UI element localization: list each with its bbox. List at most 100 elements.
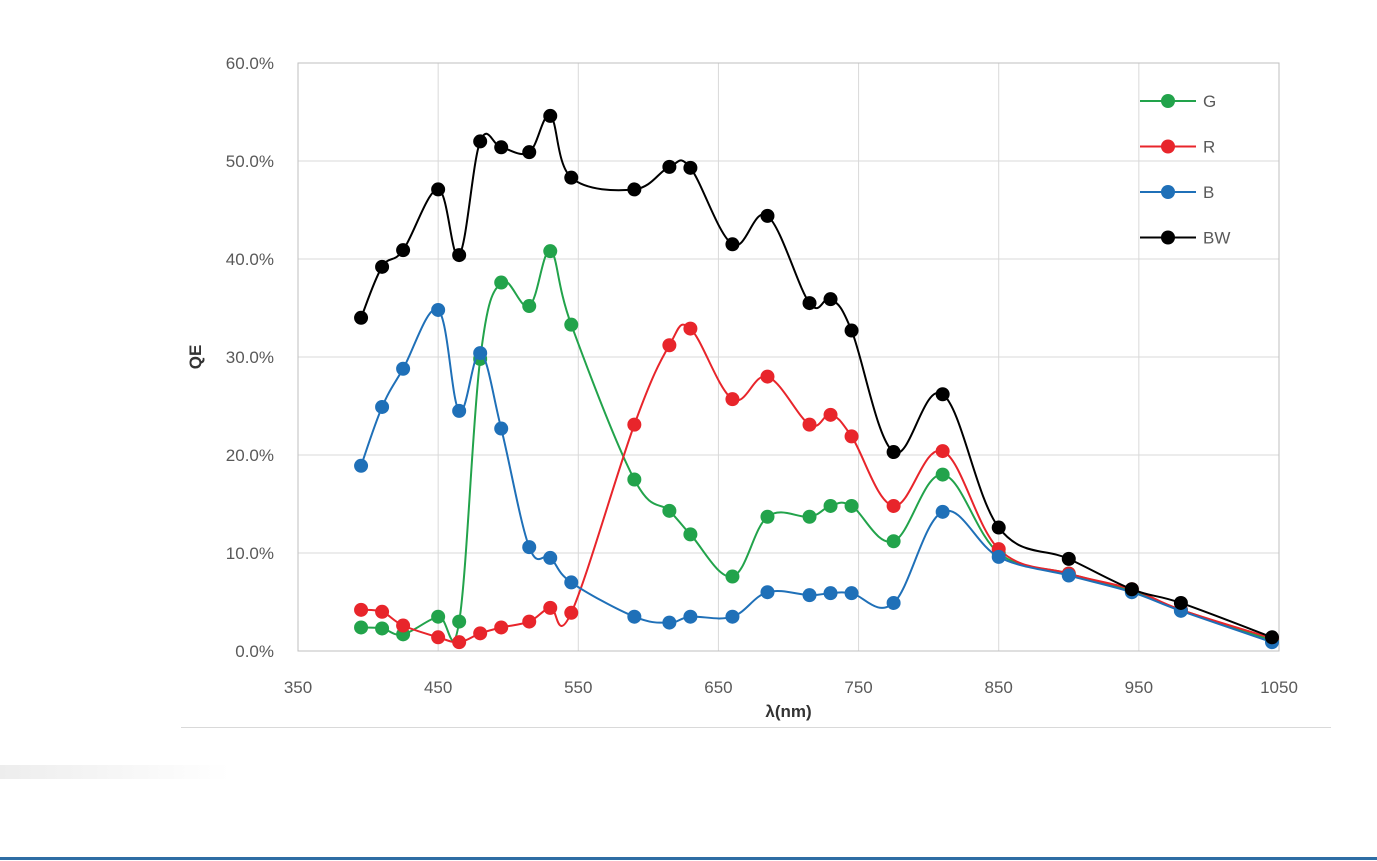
y-tick-label: 10.0% xyxy=(226,544,274,563)
series-g xyxy=(354,244,1279,648)
data-point xyxy=(683,609,698,624)
data-point xyxy=(802,417,817,432)
data-point xyxy=(991,520,1006,535)
data-point xyxy=(354,602,369,617)
data-point xyxy=(522,299,537,314)
x-tick-label: 1050 xyxy=(1260,678,1298,697)
y-tick-label: 50.0% xyxy=(226,152,274,171)
legend-marker xyxy=(1161,139,1175,154)
data-point xyxy=(844,429,859,444)
data-point xyxy=(886,595,901,610)
data-point xyxy=(431,302,446,317)
x-tick-label: 750 xyxy=(844,678,872,697)
data-point xyxy=(662,503,677,518)
y-tick-label: 60.0% xyxy=(226,54,274,73)
data-point xyxy=(354,458,369,473)
data-point xyxy=(683,160,698,175)
data-point xyxy=(886,445,901,460)
data-point xyxy=(725,569,740,584)
data-point xyxy=(844,323,859,338)
series-b xyxy=(354,302,1279,650)
grid-layer xyxy=(297,62,1280,652)
data-point xyxy=(683,527,698,542)
data-point xyxy=(452,248,467,263)
x-tick-label: 550 xyxy=(564,678,592,697)
data-point xyxy=(991,549,1006,564)
data-point xyxy=(396,361,411,376)
axis-layer: 0.0% 10.0% 20.0% 30.0% 40.0% 50.0% 60.0% 350 450… xyxy=(226,54,1298,697)
data-point xyxy=(494,620,509,635)
data-point xyxy=(823,407,838,422)
data-point xyxy=(627,182,642,197)
data-point xyxy=(935,504,950,519)
data-point xyxy=(760,509,775,524)
series-line xyxy=(361,250,1273,642)
x-tick-label: 350 xyxy=(284,678,312,697)
data-point xyxy=(627,609,642,624)
data-point xyxy=(1173,595,1188,610)
data-point xyxy=(1124,582,1139,597)
data-point xyxy=(823,292,838,307)
data-point xyxy=(1061,568,1076,583)
data-point xyxy=(564,605,579,620)
chart-bottom-divider xyxy=(181,727,1331,728)
x-tick-label: 650 xyxy=(704,678,732,697)
x-tick-label: 850 xyxy=(985,678,1013,697)
y-tick-label: 30.0% xyxy=(226,348,274,367)
data-point xyxy=(543,244,558,259)
data-point xyxy=(935,444,950,459)
data-point xyxy=(452,403,467,418)
legend-item-r: R xyxy=(1140,138,1215,157)
data-point xyxy=(543,550,558,565)
data-point xyxy=(543,600,558,615)
data-point xyxy=(802,588,817,603)
data-point xyxy=(844,586,859,601)
data-point xyxy=(662,338,677,353)
data-point xyxy=(802,509,817,524)
page-bottom-rule xyxy=(0,857,1377,860)
data-point xyxy=(725,237,740,252)
data-point xyxy=(935,467,950,482)
x-tick-label: 450 xyxy=(424,678,452,697)
data-point xyxy=(396,243,411,258)
series-r xyxy=(354,321,1279,650)
data-point xyxy=(935,387,950,402)
legend-marker xyxy=(1161,185,1175,199)
data-point xyxy=(473,346,488,361)
data-point xyxy=(844,498,859,513)
legend-label: R xyxy=(1203,138,1215,157)
data-point xyxy=(662,159,677,174)
data-point xyxy=(375,259,390,274)
data-point xyxy=(627,417,642,432)
legend-marker xyxy=(1161,230,1175,245)
data-point xyxy=(431,609,446,624)
data-point xyxy=(725,392,740,407)
data-point xyxy=(564,317,579,332)
legend-item-g: G xyxy=(1140,92,1216,111)
data-point xyxy=(522,540,537,555)
data-point xyxy=(564,575,579,590)
legend-item-bw: BW xyxy=(1140,229,1230,248)
y-tick-label: 0.0% xyxy=(235,642,274,661)
legend-marker xyxy=(1161,94,1175,108)
data-point xyxy=(823,498,838,513)
data-point xyxy=(760,369,775,384)
data-point xyxy=(725,609,740,624)
data-point xyxy=(564,170,579,185)
data-point xyxy=(823,586,838,601)
legend-label: B xyxy=(1203,183,1214,202)
legend: G R B BW xyxy=(1140,92,1230,248)
data-point xyxy=(662,615,677,630)
series-line xyxy=(360,114,1273,639)
data-point xyxy=(522,614,537,629)
data-point xyxy=(354,620,369,635)
data-point xyxy=(375,399,390,414)
x-axis-title: λ(nm) xyxy=(765,702,811,721)
data-point xyxy=(683,321,698,336)
data-point xyxy=(886,534,901,549)
plot-area-border xyxy=(297,62,1280,652)
data-point xyxy=(431,182,446,197)
data-point xyxy=(760,585,775,600)
x-tick-label: 950 xyxy=(1125,678,1153,697)
